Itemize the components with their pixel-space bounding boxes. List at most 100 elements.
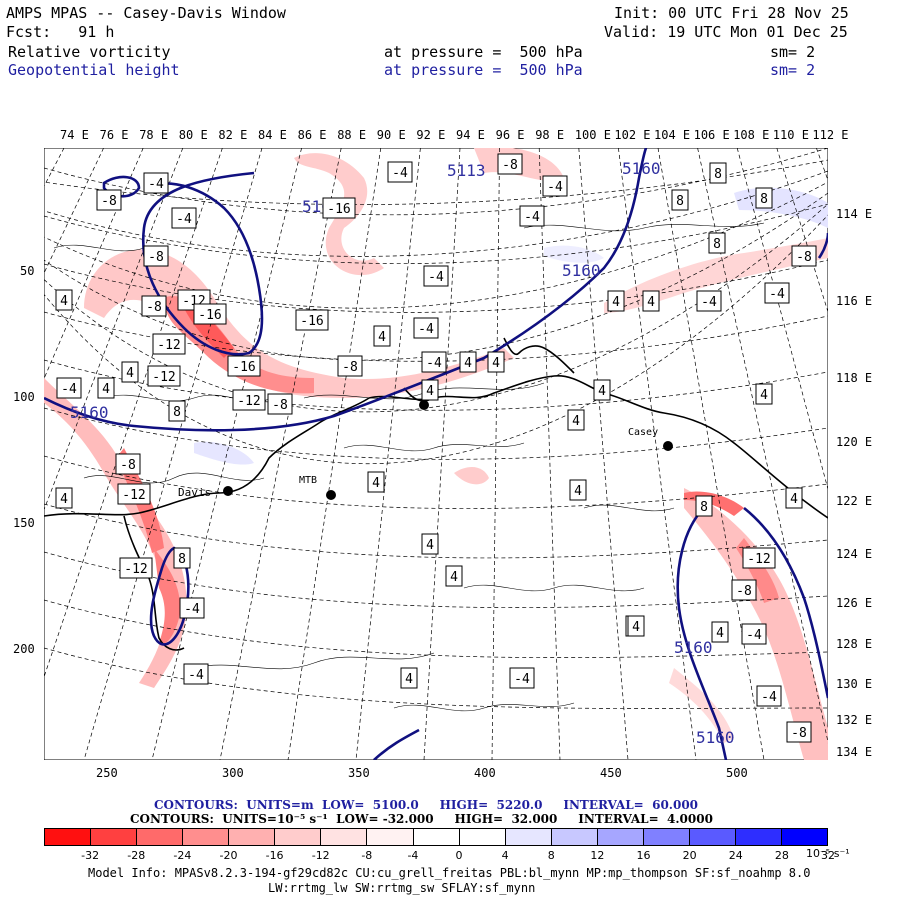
svg-text:-12: -12 xyxy=(157,338,180,353)
top-axis-label: 100 E xyxy=(574,128,611,142)
colorbar-label: 20 xyxy=(682,849,697,862)
vorticity-label: 4 xyxy=(97,377,115,399)
svg-text:-8: -8 xyxy=(796,250,812,265)
field2-pressure: at pressure = 500 hPa xyxy=(384,61,583,79)
svg-text:-4: -4 xyxy=(701,295,717,310)
vorticity-label: -4 xyxy=(756,685,782,707)
svg-text:-8: -8 xyxy=(148,250,164,265)
valid-time: Valid: 19 UTC Mon 01 Dec 25 xyxy=(604,23,848,41)
vorticity-label: 4 xyxy=(367,471,385,493)
svg-text:-4: -4 xyxy=(392,166,408,181)
vorticity-label: -4 xyxy=(741,623,767,645)
vorticity-label: -8 xyxy=(497,153,523,175)
vorticity-label: 4 xyxy=(400,667,418,689)
vorticity-label: 4 xyxy=(627,615,645,637)
vorticity-label: -8 xyxy=(791,245,817,267)
height-label: 5113 xyxy=(447,161,486,180)
svg-text:4: 4 xyxy=(574,484,582,499)
vorticity-label: -4 xyxy=(183,663,209,685)
vorticity-labels: -4 -8 -4 -4 -4 -4 -8 -8 -12 -16 -8 -12 -12 -16 -12 -8 -1… xyxy=(55,153,817,743)
top-axis-label: 108 E xyxy=(733,128,770,142)
svg-text:8: 8 xyxy=(714,167,722,182)
field1-smoothing: sm= 2 xyxy=(770,43,816,61)
colorbar-label: -20 xyxy=(219,849,238,862)
svg-text:-8: -8 xyxy=(120,458,136,473)
bottom-axis-label: 500 xyxy=(726,766,748,780)
colorbar-label: 8 xyxy=(547,849,555,862)
svg-text:4: 4 xyxy=(598,384,606,399)
right-axis-label: 132 E xyxy=(836,713,873,727)
svg-text:-4: -4 xyxy=(514,672,530,687)
colorbar-swatch xyxy=(413,829,460,845)
svg-text:-4: -4 xyxy=(428,270,444,285)
vorticity-label: 8 xyxy=(695,495,713,517)
svg-text:-4: -4 xyxy=(524,210,540,225)
colorbar-label: -28 xyxy=(127,849,146,862)
colorbar-swatch xyxy=(91,829,138,845)
left-axis-label: 50 xyxy=(20,264,35,278)
vorticity-label: -4 xyxy=(56,377,82,399)
top-axis-label: 94 E xyxy=(456,128,485,142)
svg-text:4: 4 xyxy=(426,538,434,553)
colorbar-label: -4 xyxy=(407,849,419,862)
svg-text:-4: -4 xyxy=(61,382,77,397)
svg-text:-16: -16 xyxy=(327,202,350,217)
colorbar-swatch xyxy=(597,829,644,845)
colorbar-label: 32 xyxy=(821,849,835,862)
top-axis-label: 98 E xyxy=(535,128,565,142)
vorticity-label: -4 xyxy=(519,205,545,227)
colorbar-label: 0 xyxy=(455,849,463,862)
top-axis-label: 110 E xyxy=(772,128,809,142)
right-axis-label: 134 E xyxy=(836,745,873,759)
bottom-axis-label: 450 xyxy=(600,766,622,780)
height-label: 5160 xyxy=(622,159,661,178)
station-casey-label: Casey xyxy=(628,427,658,438)
bottom-axis-label: 400 xyxy=(474,766,496,780)
svg-text:-4: -4 xyxy=(426,356,442,371)
vorticity-label: -4 xyxy=(179,597,205,619)
vorticity-contours xyxy=(53,222,765,712)
vorticity-label: 4 xyxy=(373,325,391,347)
svg-text:4: 4 xyxy=(760,388,768,403)
top-axis-label: 102 E xyxy=(614,128,651,142)
svg-text:-8: -8 xyxy=(736,584,752,599)
vorticity-label: 8 xyxy=(709,162,727,184)
station-mtb-marker xyxy=(326,490,336,500)
vorticity-label: -8 xyxy=(143,245,169,267)
colorbar-swatch xyxy=(275,829,322,845)
vorticity-label: 8 xyxy=(173,547,191,569)
left-axis-label: 200 xyxy=(13,642,35,656)
colorbar-swatch xyxy=(782,829,828,845)
top-axis-label: 88 E xyxy=(337,128,367,142)
colorbar-label: -16 xyxy=(265,849,284,862)
top-axis-label: 78 E xyxy=(139,128,169,142)
vorticity-label: -4 xyxy=(143,172,169,194)
svg-text:-4: -4 xyxy=(746,628,762,643)
svg-text:4: 4 xyxy=(126,366,134,381)
svg-text:-8: -8 xyxy=(791,726,807,741)
height-contour-info: CONTOURS: UNITS=m LOW= 5100.0 HIGH= 5220… xyxy=(154,798,699,812)
vorticity-label: 4 xyxy=(421,533,439,555)
map-panel: Davis MTB Casey 5113 5160 5160 5160 5160… xyxy=(44,148,828,760)
right-axis-label: 124 E xyxy=(836,547,873,561)
right-axis-label: 118 E xyxy=(836,371,873,385)
station-vostok-marker xyxy=(419,400,429,410)
svg-text:-8: -8 xyxy=(146,300,162,315)
vorticity-label: -8 xyxy=(96,189,122,211)
station-davis-marker xyxy=(223,486,233,496)
svg-text:8: 8 xyxy=(676,194,684,209)
vorticity-label: -4 xyxy=(171,207,197,229)
svg-text:4: 4 xyxy=(405,672,413,687)
vorticity-label: 4 xyxy=(642,290,660,312)
svg-text:4: 4 xyxy=(60,492,68,507)
svg-text:4: 4 xyxy=(647,295,655,310)
svg-text:4: 4 xyxy=(790,492,798,507)
svg-text:-4: -4 xyxy=(176,212,192,227)
top-axis-label: 92 E xyxy=(416,128,446,142)
vorticity-label: -12 xyxy=(147,365,181,387)
vorticity-label: -12 xyxy=(742,547,776,569)
top-axis-label: 112 E xyxy=(812,128,849,142)
vorticity-label: -16 xyxy=(193,303,227,325)
vorticity-label: -8 xyxy=(337,355,363,377)
stations: Davis MTB Casey xyxy=(178,400,673,500)
